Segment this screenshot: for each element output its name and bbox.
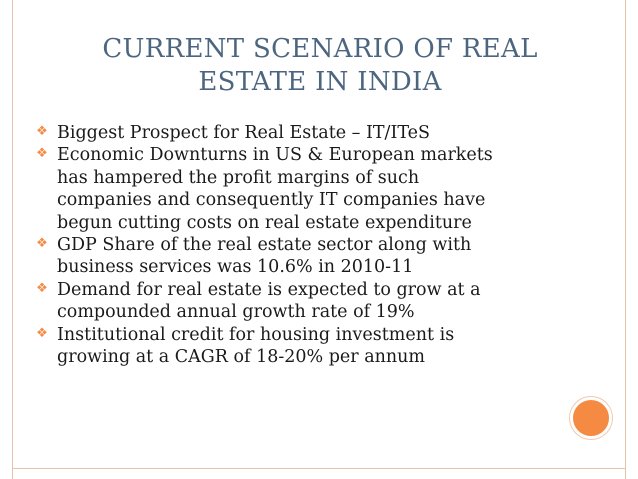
bullet-line: Biggest Prospect for Real Estate – IT/IT… [57, 123, 431, 143]
bullet-line: companies and consequently IT companies … [57, 190, 486, 211]
slide-title: CURRENT SCENARIO OF REAL ESTATE IN INDIA [20, 33, 620, 99]
slide-title-line: ESTATE IN INDIA [198, 67, 442, 97]
bullet-item: ❖ Demand for real estate is expected to … [35, 279, 595, 324]
bullet-line: growing at a CAGR of 18-20% per annum [57, 347, 426, 368]
bullet-line: Institutional credit for housing investm… [57, 324, 455, 345]
bullet-line: GDP Share of the real estate sector alon… [57, 235, 472, 256]
bullet-line: has hampered the profit margins of such [57, 167, 420, 188]
bullet-item: ❖ GDP Share of the real estate sector al… [35, 234, 595, 279]
bullet-list: ❖ Biggest Prospect for Real Estate – IT/… [35, 122, 595, 368]
orange-accent-circle [570, 397, 612, 439]
bullet-item: ❖ Biggest Prospect for Real Estate – IT/… [35, 122, 595, 144]
slide-title-line: CURRENT SCENARIO OF REAL [102, 34, 538, 64]
bullet-line: begun cutting costs on real estate expen… [57, 212, 472, 233]
four-diamond-bullet-icon: ❖ [36, 236, 48, 252]
four-diamond-bullet-icon: ❖ [36, 325, 48, 341]
bullet-line: Economic Downturns in US & European mark… [57, 145, 493, 166]
bullet-line: compounded annual growth rate of 19% [57, 302, 415, 323]
bullet-line: business services was 10.6% in 2010-11 [57, 257, 414, 278]
frame-left-line [12, 0, 13, 479]
frame-bottom-line [12, 468, 626, 469]
four-diamond-bullet-icon: ❖ [36, 280, 48, 296]
frame-right-line [625, 0, 626, 479]
bullet-item: ❖ Institutional credit for housing inves… [35, 324, 595, 369]
four-diamond-bullet-icon: ❖ [36, 124, 48, 139]
four-diamond-bullet-icon: ❖ [36, 146, 48, 162]
bullet-line: Demand for real estate is expected to gr… [57, 279, 481, 300]
bullet-item: ❖ Economic Downturns in US & European ma… [35, 144, 595, 234]
